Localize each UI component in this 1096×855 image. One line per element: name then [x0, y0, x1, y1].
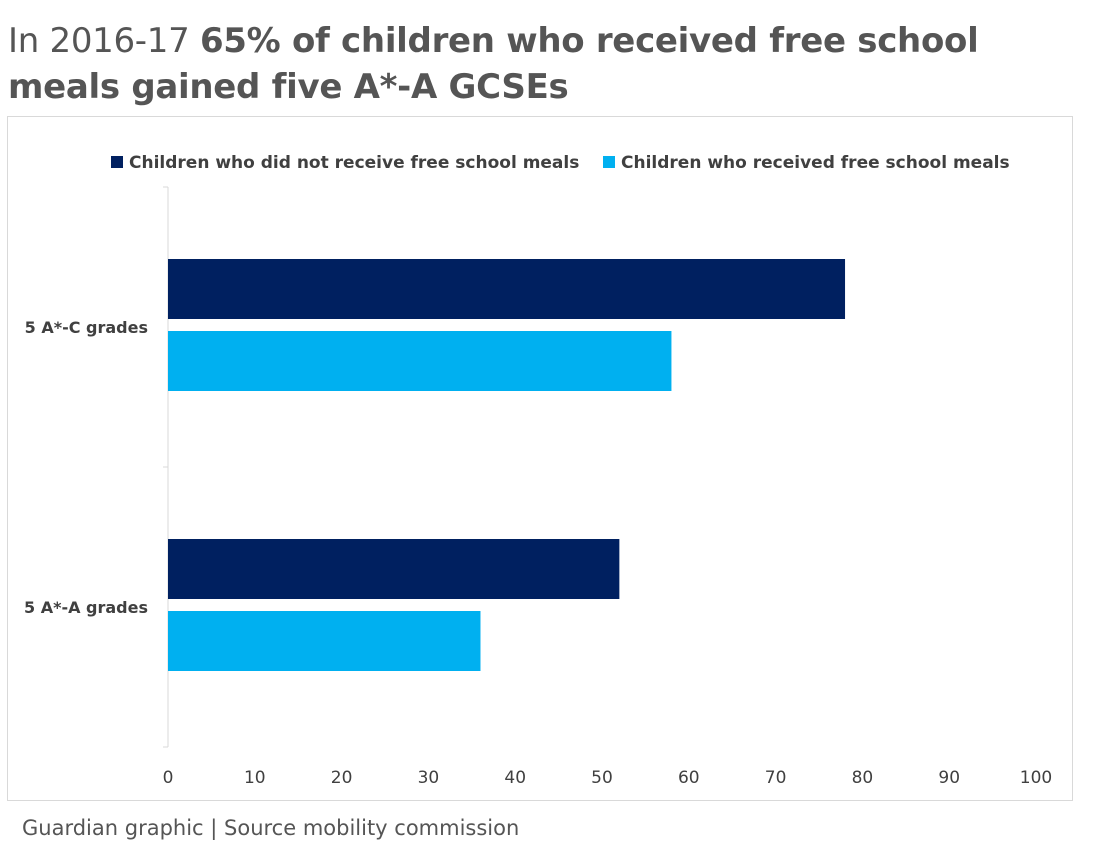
x-tick-label: 30: [418, 768, 440, 788]
x-tick-label: 50: [591, 768, 613, 788]
x-tick-label: 90: [938, 768, 960, 788]
headline-lead: In 2016-17: [8, 21, 200, 61]
source-credit: Guardian graphic | Source mobility commi…: [22, 816, 520, 840]
x-tick-label: 60: [678, 768, 700, 788]
bar: [168, 259, 846, 319]
x-tick-label: 80: [852, 768, 874, 788]
x-tick-label: 20: [331, 768, 353, 788]
x-tick-label: 10: [244, 768, 266, 788]
x-tick-label: 0: [163, 768, 174, 788]
legend-label: Children who did not receive free school…: [129, 153, 579, 173]
x-tick-label: 70: [765, 768, 787, 788]
bar: [168, 539, 620, 599]
legend-label: Children who received free school meals: [621, 153, 1010, 173]
x-tick-label: 40: [504, 768, 526, 788]
bar: [168, 331, 672, 391]
chart-headline: In 2016-17 65% of children who received …: [8, 18, 1088, 110]
x-tick-label: 100: [1020, 768, 1052, 788]
chart-frame: Children who did not receive free school…: [7, 116, 1073, 801]
legend-swatch: [603, 156, 615, 168]
category-label: 5 A*-A grades: [24, 598, 148, 617]
headline-emphasis: 65% of children who received free school…: [8, 21, 979, 107]
category-label: 5 A*-C grades: [25, 318, 148, 337]
bar-chart: Children who did not receive free school…: [24, 153, 1052, 788]
legend-swatch: [111, 156, 123, 168]
bar: [168, 611, 481, 671]
